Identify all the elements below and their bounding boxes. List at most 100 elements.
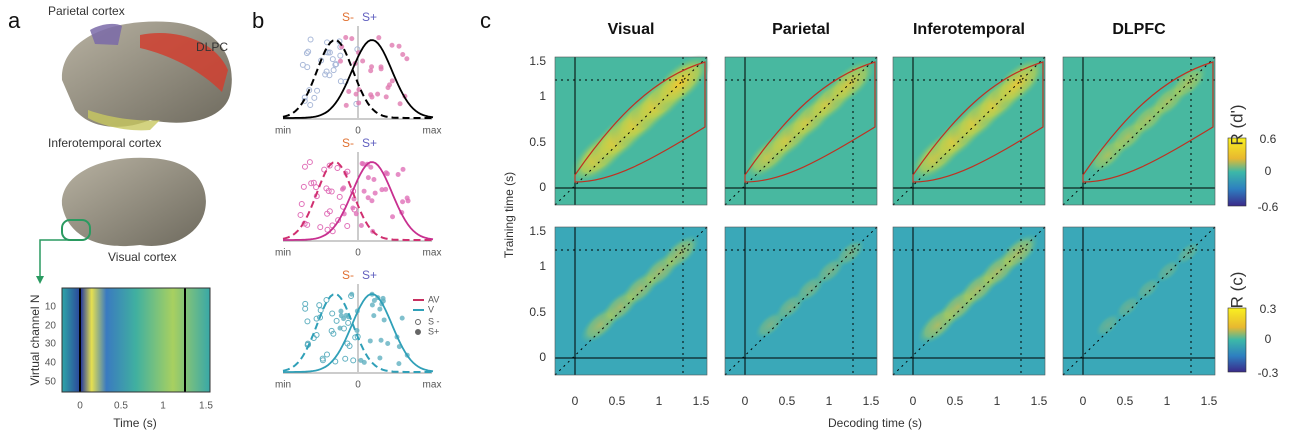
x-tick-label: min	[275, 380, 291, 391]
sample	[376, 35, 382, 41]
sample	[298, 201, 305, 208]
y-tick-label: 30	[45, 339, 57, 350]
legend-label: V	[428, 304, 434, 314]
sample	[375, 91, 381, 97]
sample	[301, 97, 308, 104]
sample	[316, 302, 323, 309]
sample	[371, 313, 377, 319]
legend-label: S+	[428, 326, 439, 336]
x-tick-label: 1.5	[1031, 394, 1048, 408]
sample	[343, 34, 349, 40]
y-tick-label: 0	[539, 180, 546, 194]
roi-arrowhead	[36, 276, 44, 284]
sample	[306, 159, 313, 166]
heatmap-frame	[724, 56, 878, 206]
y-tick-label: 1.5	[529, 224, 546, 238]
sample	[337, 78, 344, 85]
sample	[349, 36, 355, 42]
region-label: Visual cortex	[108, 250, 176, 264]
sample	[386, 82, 392, 88]
sample	[300, 183, 307, 190]
sample	[383, 186, 389, 192]
sample	[321, 166, 328, 173]
s-minus: S-	[342, 136, 354, 150]
sample	[345, 319, 352, 326]
sample	[304, 318, 311, 325]
sample	[304, 221, 311, 228]
dist-plus	[283, 39, 434, 119]
hot-spot	[1115, 295, 1141, 319]
x-tick-label: 1	[160, 401, 166, 412]
x-tick-label: 0.5	[609, 394, 626, 408]
legend-label: S -	[428, 316, 440, 326]
sample	[313, 184, 320, 191]
sample	[381, 317, 387, 323]
sample	[334, 165, 341, 172]
roi-arrow	[39, 239, 70, 278]
sample	[365, 195, 371, 201]
sample	[339, 186, 345, 192]
dist-minus	[282, 160, 433, 241]
sample	[337, 58, 343, 64]
sample	[399, 315, 405, 321]
x-tick-label: 0	[355, 380, 361, 391]
dist-minus	[282, 38, 433, 119]
sample	[336, 193, 343, 200]
sample	[323, 185, 330, 192]
sample	[333, 317, 340, 324]
sample	[338, 313, 344, 319]
dlpc-region	[140, 33, 228, 92]
x-tick-label: 1	[1164, 394, 1171, 408]
contour	[912, 61, 1044, 183]
x-tick-label: 1.5	[693, 394, 710, 408]
sample	[400, 52, 406, 58]
y-tick-label: 50	[45, 377, 57, 388]
region-label: Inferotemporal cortex	[48, 136, 161, 150]
hot-spot	[1155, 259, 1181, 283]
sample	[302, 300, 309, 307]
sample	[330, 67, 337, 74]
sample	[404, 195, 410, 201]
sample	[323, 351, 330, 358]
colorbar-tick: -0.3	[1258, 366, 1279, 380]
dist-plus	[283, 293, 434, 373]
sample	[328, 188, 335, 195]
x-tick-label: 1.5	[199, 401, 213, 412]
dist-plus	[283, 161, 434, 241]
sample	[311, 94, 318, 101]
sample	[397, 101, 403, 107]
sample	[360, 161, 366, 167]
x-tick-label: max	[423, 248, 442, 259]
sample	[317, 224, 324, 231]
legend-label: AV	[428, 294, 439, 304]
sample	[307, 36, 314, 43]
sample	[332, 61, 339, 68]
sample	[346, 89, 352, 95]
x-tick-label: 0	[910, 394, 917, 408]
x-tick-label: 0.5	[114, 401, 128, 412]
parietal-region	[90, 23, 122, 45]
raster-frame	[61, 287, 211, 393]
sample	[326, 162, 333, 169]
sample	[404, 56, 410, 62]
sample	[369, 302, 375, 308]
region-label: DLPC	[196, 40, 228, 54]
sample	[297, 211, 304, 218]
sample	[395, 171, 401, 177]
heatmap-frame	[892, 226, 1046, 376]
hot-spot	[1135, 277, 1161, 301]
y-tick-label: 0.5	[529, 135, 546, 149]
sample	[326, 72, 333, 79]
sample	[329, 310, 336, 317]
sample	[353, 211, 359, 217]
sample	[368, 164, 374, 170]
y-tick-label: 1	[539, 259, 546, 273]
colorbar-tick: 0.6	[1260, 132, 1277, 146]
sample	[371, 298, 377, 304]
sample	[377, 355, 383, 361]
x-tick-label: 0.5	[1117, 394, 1134, 408]
sample	[378, 66, 384, 72]
colorbar-tick: -0.6	[1258, 200, 1279, 214]
x-tick-label: 1	[994, 394, 1001, 408]
x-tick-label: 1.5	[863, 394, 880, 408]
